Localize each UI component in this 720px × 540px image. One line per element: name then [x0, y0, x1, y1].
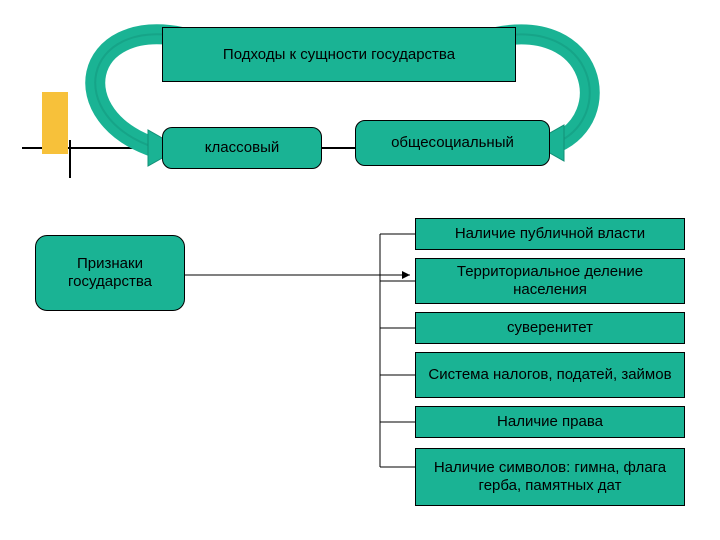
top-title-text: Подходы к сущности государства — [223, 46, 455, 64]
feature-item: суверенитет — [415, 312, 685, 344]
branch-right-box: общесоциальный — [355, 120, 550, 166]
feature-item: Наличие символов: гимна, флага герба, па… — [415, 448, 685, 506]
feature-item-label: Наличие публичной власти — [455, 225, 645, 243]
feature-item: Наличие права — [415, 406, 685, 438]
top-title-box: Подходы к сущности государства — [162, 27, 516, 82]
feature-item: Наличие публичной власти — [415, 218, 685, 250]
feature-item: Территориальное деление населения — [415, 258, 685, 304]
feature-item-label: Наличие символов: гимна, флага герба, па… — [434, 459, 666, 495]
branch-right-label: общесоциальный — [391, 134, 514, 152]
feature-item-label: Территориальное деление населения — [422, 263, 678, 299]
feature-item-label: Система налогов, податей, займов — [428, 366, 671, 384]
feature-item: Система налогов, податей, займов — [415, 352, 685, 398]
branch-left-box: классовый — [162, 127, 322, 169]
branch-left-label: классовый — [205, 139, 279, 157]
root-connector-arrowhead — [402, 271, 410, 279]
feature-item-label: Наличие права — [497, 413, 603, 431]
features-root-box: Признаки государства — [35, 235, 185, 311]
features-root-label: Признаки государства — [42, 255, 178, 291]
decor-yellow — [42, 92, 68, 154]
feature-item-label: суверенитет — [507, 319, 593, 337]
